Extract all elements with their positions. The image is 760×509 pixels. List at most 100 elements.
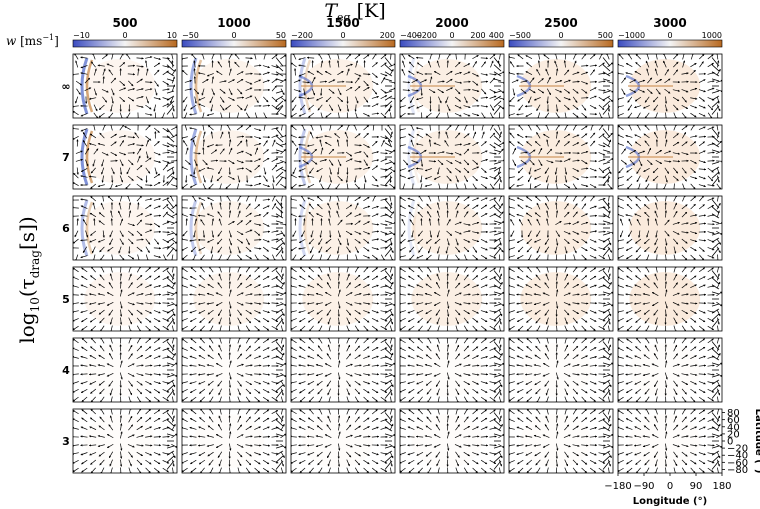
wind-arrow	[463, 113, 471, 117]
wind-arrow	[291, 104, 297, 111]
vertical-wind-shade	[302, 343, 374, 397]
wind-arrow	[234, 54, 240, 60]
wind-arrow	[162, 70, 169, 76]
wind-arrow	[171, 104, 175, 112]
panel-r3-c5	[617, 266, 723, 332]
antistellar-convergence	[384, 78, 393, 82]
wind-arrow	[328, 79, 336, 83]
wind-arrow	[219, 104, 225, 111]
wind-arrow	[162, 65, 170, 68]
row-label-1: 7	[62, 151, 70, 164]
wind-arrow	[98, 104, 105, 110]
wind-arrow	[489, 54, 496, 60]
wind-arrow	[110, 104, 113, 112]
vertical-wind-shade	[629, 201, 701, 255]
wind-arrow	[302, 81, 310, 84]
wind-arrow	[217, 61, 223, 68]
wind-arrow	[184, 88, 193, 91]
wind-arrow	[402, 60, 406, 68]
panel-r4-c4	[508, 337, 614, 403]
wind-arrow	[80, 65, 88, 69]
wind-arrow	[127, 64, 136, 67]
wind-arrow	[437, 88, 445, 94]
panel-r2-c2	[290, 195, 396, 261]
wind-arrow	[463, 63, 471, 67]
antistellar-convergence	[493, 100, 502, 108]
wind-arrow	[293, 79, 301, 83]
wind-arrow	[154, 112, 157, 118]
wind-arrow	[327, 54, 331, 60]
wind-arrow	[201, 88, 205, 96]
wind-arrow	[280, 54, 286, 60]
colorbar-tick: 0	[340, 31, 345, 40]
wind-arrow	[263, 96, 269, 103]
wind-arrow	[75, 60, 79, 68]
wind-arrow	[126, 54, 131, 60]
wind-arrow	[454, 81, 463, 84]
wind-arrow	[111, 54, 114, 60]
vertical-wind-shade	[629, 414, 701, 468]
vertical-wind-shade	[629, 272, 701, 326]
wind-arrow	[228, 88, 233, 96]
wind-arrow	[271, 96, 278, 102]
wind-arrow	[338, 112, 341, 118]
wind-arrow	[108, 112, 114, 118]
wind-arrow	[80, 72, 88, 75]
wind-arrow	[454, 71, 462, 75]
wind-arrow	[355, 112, 359, 118]
wind-arrow	[371, 72, 378, 78]
colorbar-tick: −50	[182, 31, 199, 40]
wind-arrow	[171, 76, 175, 84]
wind-arrow	[408, 70, 415, 76]
wind-arrow	[380, 77, 386, 84]
panel-r0-c1	[181, 53, 287, 119]
wind-arrow	[416, 97, 424, 101]
wind-arrow	[154, 88, 158, 96]
wind-arrow	[354, 86, 361, 92]
wind-arrow	[119, 112, 123, 118]
wind-arrow	[454, 113, 462, 117]
wind-arrow	[291, 96, 297, 103]
x-tick-label: 180	[712, 481, 731, 492]
wind-arrow	[193, 60, 196, 68]
wind-arrow	[228, 60, 231, 68]
wind-arrow	[410, 96, 415, 104]
wind-arrow	[489, 88, 497, 93]
wind-arrow	[480, 105, 489, 108]
wind-arrow	[402, 81, 411, 84]
antistellar-convergence	[275, 71, 284, 77]
wind-arrow	[216, 70, 223, 76]
wind-arrow	[306, 97, 315, 100]
colorbar-2000	[399, 39, 505, 48]
wind-arrow	[246, 60, 250, 68]
wind-arrow	[108, 69, 114, 76]
wind-arrow	[277, 104, 284, 110]
colorbar-tick: 200	[380, 31, 395, 40]
colorbar-tick: 0	[231, 31, 236, 40]
antistellar-convergence	[275, 57, 284, 67]
wind-arrow	[380, 62, 387, 68]
wind-arrow	[102, 76, 105, 84]
wind-arrow	[317, 104, 323, 111]
wind-arrow	[337, 88, 342, 96]
colorbars: −10 0 10 −50 0 50 −200 0 200 −400−200 0 200 400 −500 0…	[72, 31, 723, 48]
antistellar-convergence	[166, 57, 175, 67]
column-title-3000: 3000	[653, 16, 686, 30]
wind-arrow	[228, 79, 235, 83]
wind-arrow	[308, 112, 315, 118]
vertical-wind-shade	[84, 59, 156, 113]
wind-arrow	[280, 78, 286, 84]
panel-r2-c4	[508, 195, 614, 261]
wind-arrow	[209, 96, 214, 104]
panel-r5-c5	[617, 408, 723, 474]
wind-arrow	[498, 104, 504, 110]
wind-arrow	[211, 54, 215, 60]
antistellar-convergence	[493, 95, 502, 101]
colorbar-500	[72, 39, 178, 48]
panel-r1-c4	[508, 124, 614, 190]
panel-r1-c0	[72, 124, 178, 190]
wind-arrow	[319, 80, 328, 83]
wind-arrow	[454, 96, 461, 102]
wind-arrow	[271, 104, 278, 110]
panel-r3-c0	[72, 266, 178, 332]
